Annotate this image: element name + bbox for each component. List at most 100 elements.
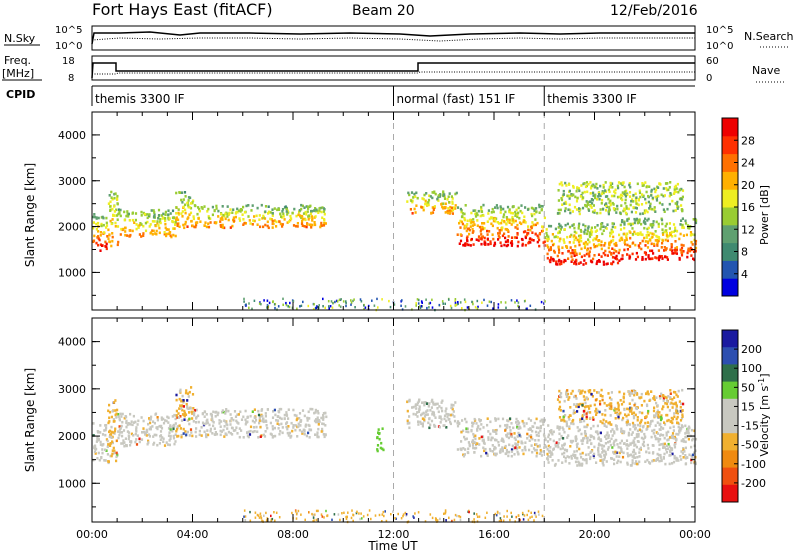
- velocity-echo-cell: [249, 519, 252, 522]
- velocity-echo-cell: [650, 435, 653, 439]
- velocity-echo-cell: [613, 458, 616, 461]
- power-echo-cell: [557, 260, 560, 263]
- velocity-echo-cell: [117, 430, 120, 433]
- velocity-echo-cell: [285, 414, 289, 417]
- power-echo-cell: [557, 212, 560, 215]
- power-echo-cell: [588, 240, 591, 244]
- power-echo-cell: [197, 206, 200, 209]
- power-echo-cell: [679, 223, 682, 226]
- power-echo-cell: [626, 243, 629, 247]
- velocity-echo-cell: [656, 432, 660, 435]
- velocity-echo-cell: [138, 437, 141, 441]
- velocity-echo-cell: [540, 418, 543, 422]
- power-echo-cell: [124, 226, 127, 230]
- velocity-echo-cell: [632, 411, 636, 415]
- power-echo-cell: [640, 247, 643, 251]
- velocity-echo-cell: [437, 410, 440, 414]
- power-echo-cell: [468, 232, 471, 236]
- velocity-echo-cell: [112, 446, 115, 450]
- velocity-echo-cell: [624, 413, 627, 416]
- power-echo-cell: [317, 211, 320, 214]
- velocity-echo-cell: [145, 428, 148, 432]
- power-echo-cell: [633, 221, 636, 225]
- velocity-echo-cell: [377, 428, 380, 431]
- velocity-echo-cell: [110, 436, 113, 439]
- power-echo-cell: [597, 253, 601, 256]
- power-echo-cell: [488, 217, 491, 221]
- velocity-echo-cell: [522, 518, 525, 521]
- velocity-echo-cell: [291, 429, 294, 433]
- power-echo-cell: [618, 239, 621, 242]
- power-echo-cell: [423, 193, 426, 197]
- power-echo-cell: [126, 210, 129, 213]
- power-echo-cell: [602, 260, 605, 264]
- velocity-echo-cell: [678, 429, 681, 433]
- power-echo-cell: [492, 237, 495, 241]
- power-echo-cell: [648, 207, 651, 210]
- velocity-echo-cell: [156, 416, 159, 419]
- power-echo-cell: [437, 199, 440, 202]
- power-echo-cell: [520, 204, 523, 207]
- velocity-echo-cell: [526, 432, 529, 436]
- velocity-echo-cell: [533, 448, 537, 452]
- velocity-echo-cell: [605, 437, 608, 441]
- power-echo-cell: [481, 227, 484, 231]
- power-echo-cell: [138, 233, 141, 236]
- power-echo-cell: [376, 297, 378, 301]
- power-echo-cell: [543, 240, 546, 244]
- velocity-echo-cell: [494, 430, 497, 433]
- velocity-echo-cell: [501, 417, 505, 421]
- velocity-echo-cell: [379, 446, 382, 450]
- power-echo-cell: [581, 206, 585, 210]
- power-echo-cell: [565, 184, 568, 187]
- velocity-echo-cell: [259, 415, 262, 418]
- velocity-echo-cell: [576, 445, 579, 449]
- power-echo-cell: [645, 236, 648, 239]
- velocity-echo-cell: [627, 454, 630, 458]
- velocity-echo-cell: [628, 407, 631, 411]
- power-echo-cell: [511, 215, 514, 219]
- velocity-echo-cell: [586, 423, 589, 427]
- power-echo-cell: [514, 210, 517, 214]
- power-echo-cell: [517, 240, 520, 244]
- velocity-echo-cell: [486, 423, 489, 427]
- power-echo-cell: [606, 262, 609, 265]
- velocity-echo-cell: [482, 438, 485, 442]
- velocity-echo-cell: [262, 433, 265, 437]
- velocity-echo-cell: [585, 415, 588, 419]
- power-echo-cell: [320, 224, 324, 227]
- velocity-echo-cell: [563, 399, 566, 403]
- power-echo-cell: [245, 204, 248, 208]
- velocity-echo-cell: [173, 413, 176, 417]
- power-echo-cell: [641, 193, 644, 196]
- velocity-echo-cell: [122, 429, 126, 432]
- velocity-echo-cell: [627, 390, 630, 393]
- velocity-echo-cell: [159, 425, 162, 429]
- velocity-echo-cell: [551, 453, 554, 456]
- velocity-echo-cell: [684, 446, 687, 450]
- power-echo-cell: [187, 204, 190, 207]
- velocity-echo-cell: [608, 422, 612, 426]
- power-echo-cell: [657, 256, 661, 259]
- power-echo-cell: [146, 216, 149, 220]
- power-echo-cell: [318, 207, 321, 210]
- power-echo-cell: [328, 305, 330, 308]
- power-echo-cell: [553, 251, 556, 254]
- power-echo-cell: [313, 303, 315, 306]
- power-echo-cell: [148, 225, 151, 228]
- velocity-echo-cell: [435, 518, 437, 522]
- velocity-echo-cell: [315, 509, 318, 513]
- power-echo-cell: [629, 231, 632, 234]
- power-echo-cell: [639, 212, 642, 216]
- nave-label: Nave: [752, 64, 780, 77]
- power-echo-cell: [289, 218, 292, 222]
- velocity-echo-cell: [669, 396, 672, 399]
- velocity-echo-cell: [633, 393, 636, 397]
- power-echo-cell: [678, 256, 681, 260]
- power-echo-cell: [689, 231, 693, 234]
- power-echo-cell: [226, 212, 229, 216]
- power-echo-cell: [466, 223, 469, 226]
- power-echo-cell: [237, 209, 240, 212]
- velocity-echo-cell: [155, 433, 158, 437]
- power-echo-cell: [448, 192, 451, 195]
